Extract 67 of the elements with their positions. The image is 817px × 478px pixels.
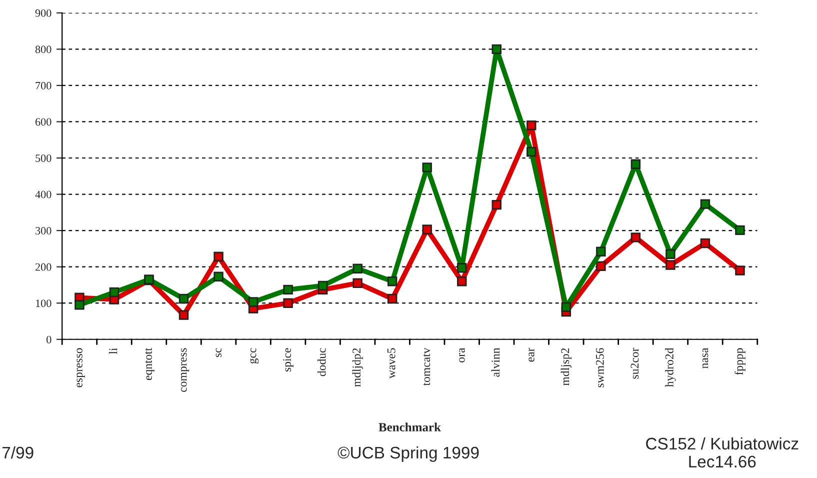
x-tick-label: wave5	[387, 348, 396, 379]
point	[526, 146, 536, 157]
y-tick-label: 200	[35, 263, 52, 271]
point	[457, 276, 467, 286]
x-tick-label: ora	[459, 348, 465, 362]
x-tick-label: mdljdp2	[352, 348, 363, 387]
x-tick-label: su2cor	[630, 348, 639, 379]
point	[178, 310, 189, 320]
x-tick-label: alvinn	[491, 348, 500, 377]
x-tick-label: fpppp	[734, 348, 746, 375]
x-tick-label: eqntott	[145, 348, 154, 380]
x-tick-label: spice	[283, 348, 294, 372]
x-tick-label: hydro2d	[665, 348, 676, 387]
text: CS152 / Kubiatowicz Lec14.66	[646, 437, 798, 468]
y-tick-label: 400	[35, 190, 52, 198]
point	[283, 284, 293, 295]
point	[248, 297, 258, 307]
point	[283, 298, 293, 308]
x-tick-label: nasa	[702, 348, 708, 368]
point	[178, 294, 189, 304]
x-tick-label: espresso	[76, 348, 85, 388]
y-tick-label: 300	[36, 227, 52, 235]
x-axis-title: Benchmark	[378, 422, 441, 432]
point	[387, 294, 398, 304]
x-tick-label: gcc	[250, 348, 259, 364]
point	[422, 224, 432, 234]
y-tick-label: 500	[36, 154, 52, 162]
point	[666, 249, 676, 259]
x-tick-label: doduc	[317, 348, 326, 376]
x-tick-label: compress	[181, 348, 190, 392]
point	[352, 264, 362, 274]
y-tick-label: 0	[46, 336, 52, 344]
point	[214, 272, 224, 282]
point	[352, 278, 362, 288]
y-tick-label: 800	[35, 46, 52, 54]
point	[735, 225, 745, 236]
y-tick-label: 100	[36, 300, 52, 308]
point	[109, 287, 120, 298]
point	[492, 44, 502, 54]
point	[596, 261, 606, 271]
point	[735, 266, 745, 276]
point	[561, 302, 572, 312]
point	[526, 120, 536, 130]
point	[700, 199, 710, 209]
point	[214, 252, 224, 262]
point	[596, 246, 606, 256]
point	[666, 260, 676, 270]
x-tick-label: li	[108, 348, 118, 354]
point	[492, 200, 502, 210]
x-tick-label: tomcatv	[423, 348, 430, 386]
point	[630, 159, 641, 170]
point	[422, 162, 432, 172]
text: ©UCB Spring 1999	[338, 446, 479, 462]
point	[74, 300, 84, 310]
text: 7/99	[2, 446, 34, 459]
x-tick-label: sc	[216, 348, 222, 358]
point	[387, 276, 398, 286]
point	[630, 232, 641, 242]
point	[457, 263, 467, 273]
y-tick-label: 700	[36, 82, 52, 90]
x-tick-label: swm256	[596, 348, 604, 388]
y-tick-label: 900	[35, 9, 52, 17]
y-tick-label: 600	[35, 118, 52, 126]
x-tick-label: ear	[528, 348, 534, 362]
point	[318, 280, 328, 291]
x-tick-label: mdljsp2	[560, 348, 572, 386]
point	[700, 238, 710, 248]
